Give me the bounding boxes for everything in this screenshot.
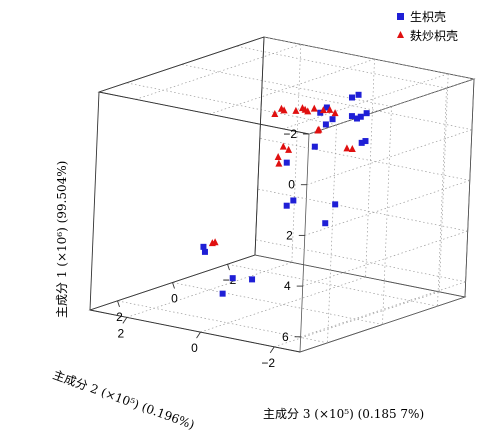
point-series-1 (283, 202, 290, 209)
legend-label-series-2: 麸炒枳壳 (410, 29, 458, 43)
pc2-tick-mark (269, 346, 275, 354)
point-series-2 (275, 159, 283, 167)
point-series-2 (304, 107, 312, 115)
point-series-2 (314, 126, 322, 134)
pc3-tick-mark (172, 282, 175, 289)
box-bottom-left-edge (89, 309, 301, 353)
grid-pc2-ceiling (209, 58, 375, 115)
pc2-tick-mark (122, 317, 128, 324)
grid-pc3-left-wall (382, 106, 392, 325)
grid-lines (117, 36, 475, 348)
legend-label-series-1: 生枳壳 (410, 10, 446, 24)
pc2-tick-label: 2 (117, 326, 124, 340)
pc2-tick-label: −2 (261, 356, 275, 370)
point-series-1 (229, 275, 236, 282)
grid-pc1-right-wall (259, 138, 470, 181)
grid-pc2-floor (126, 262, 292, 318)
pc2-tick-mark (196, 331, 201, 339)
grid-pc2-floor (200, 276, 366, 333)
pc1-tick-label: −2 (283, 127, 297, 141)
point-series-1 (311, 143, 318, 150)
pc1-tick-label: 0 (288, 178, 295, 192)
point-series-1 (332, 201, 339, 208)
pc3-axis-label: 主成分 3 (×10⁵) (0.185 7%) (263, 407, 424, 421)
point-series-2 (319, 106, 327, 114)
point-series-1 (322, 220, 329, 227)
pc1-tick-label: 2 (286, 228, 293, 242)
back-wall-right (254, 36, 475, 298)
grid-pc1-right-wall (261, 87, 472, 131)
point-series-1 (358, 139, 365, 146)
point-series-1 (322, 121, 329, 128)
point-series-1 (249, 276, 256, 283)
grid-pc2-right-wall (365, 59, 375, 278)
point-series-1 (362, 138, 369, 145)
point-series-2 (326, 105, 334, 113)
grid-pc2-right-wall (291, 44, 302, 263)
point-series-2 (292, 106, 300, 114)
pc3-tick-mark (117, 300, 120, 307)
point-series-1 (355, 91, 362, 98)
point-series-2 (280, 106, 288, 114)
pc3-tick-label: 2 (116, 310, 123, 324)
point-series-1 (363, 110, 370, 117)
point-series-1 (290, 197, 297, 204)
point-series-1 (200, 243, 207, 250)
point-series-2 (271, 109, 279, 117)
point-series-2 (331, 109, 339, 117)
point-series-1 (349, 94, 356, 101)
grid-pc1-left-wall (306, 129, 473, 186)
point-series-1 (353, 115, 360, 122)
point-series-2 (343, 144, 351, 152)
point-series-1 (357, 113, 364, 120)
pc1-tick-label: 6 (282, 330, 289, 344)
data-points (200, 91, 370, 297)
box-top-left-edge (98, 91, 310, 135)
grid-pc2-right-wall (438, 73, 449, 292)
pc1-axis-label: 主成分 1 (×10⁶) (99.504%) (55, 161, 69, 318)
box-top-front-edge (98, 36, 265, 93)
point-series-1 (348, 113, 355, 120)
pc3-tick-mark (227, 264, 230, 271)
legend-marker-series-2 (397, 31, 404, 38)
pc3-tick-label: 0 (171, 292, 178, 306)
pc1-tick-label: 4 (284, 279, 291, 293)
point-series-1 (219, 290, 226, 297)
box-right-vertical-edge (254, 36, 265, 256)
pc2-axis-label: 主成分 2 (×10⁵) (0.196%) (51, 368, 196, 432)
box-front-vertical-edge (89, 91, 100, 311)
grid-pc1-right-wall (257, 188, 468, 232)
box-edges (89, 36, 310, 353)
point-series-2 (285, 145, 293, 153)
point-series-2 (274, 152, 282, 160)
grid-pc1-left-wall (300, 281, 466, 338)
point-series-2 (310, 104, 318, 112)
grid-pc2-ceiling (135, 44, 301, 100)
grid-pc3-left-wall (437, 88, 447, 307)
point-series-1 (283, 159, 290, 166)
grid-pc1-right-wall (255, 239, 466, 283)
point-series-2 (208, 239, 216, 247)
grid-pc2-floor (274, 291, 440, 348)
point-series-2 (279, 142, 287, 150)
point-series-2 (348, 145, 356, 153)
point-series-1 (323, 104, 330, 111)
point-series-1 (329, 116, 336, 123)
point-series-1 (201, 248, 208, 255)
grid-pc3-left-wall (327, 124, 337, 343)
grid-pc2-ceiling (283, 73, 449, 130)
ceiling (97, 36, 476, 135)
legend-marker-series-1 (397, 13, 404, 20)
pc2-tick-label: 0 (191, 341, 198, 355)
legend: 生枳壳 麸炒枳壳 (397, 10, 458, 43)
floor (88, 254, 467, 353)
